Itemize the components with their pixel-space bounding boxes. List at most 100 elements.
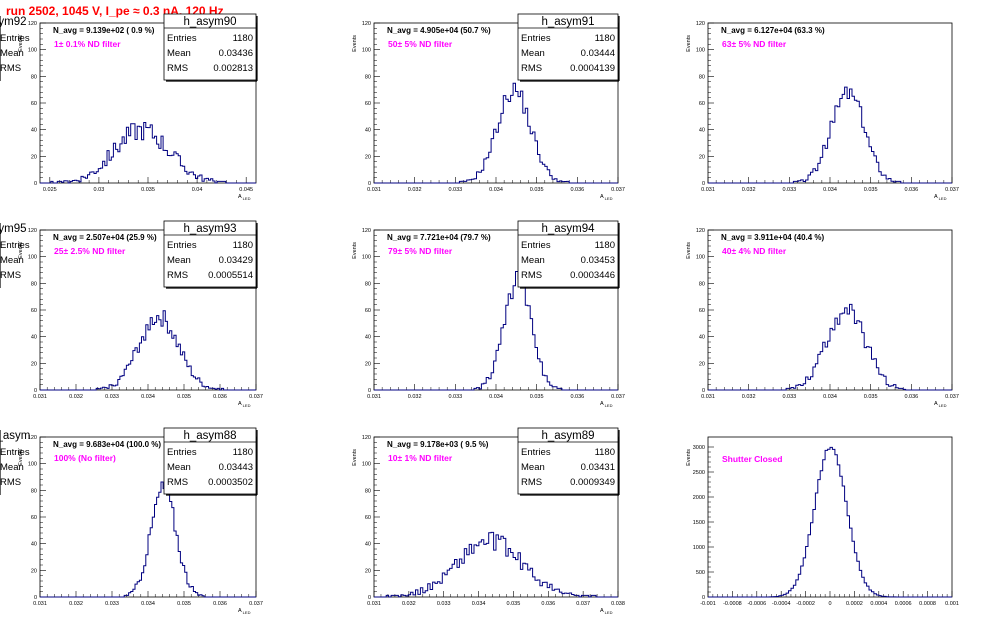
y-tick-label: 60	[365, 308, 371, 314]
stats-value: 1180	[595, 447, 615, 458]
histogram-panel-h_asym91: 0 20 40 60 80 100 120 0.031 0.032 0.033 0.034 0.035…	[352, 13, 625, 201]
filter-annotation: 1± 0.1% ND filter	[54, 39, 121, 49]
y-tick-label: 20	[365, 361, 371, 367]
y-tick-label: 0	[702, 388, 705, 394]
stats-label: RMS	[0, 63, 21, 74]
y-tick-label: 80	[31, 74, 37, 80]
x-tick-label: 0.033	[105, 394, 119, 400]
y-tick-label: 60	[699, 308, 705, 314]
y-tick-label: 40	[31, 335, 37, 341]
stats-label: Mean	[0, 255, 24, 266]
x-tick-label: 0.033	[448, 187, 462, 193]
y-tick-label: 20	[365, 154, 371, 160]
y-tick-label: 0	[702, 181, 705, 187]
y-tick-label: 100	[696, 48, 705, 54]
histogram-panel-h_asym89: 0 20 40 60 80 100 120 0.031 0.032 0.033 0.034 0.035…	[352, 427, 625, 615]
histogram-line	[374, 82, 618, 184]
x-axis-subscript: LED	[605, 196, 613, 201]
y-tick-label: 2500	[693, 470, 705, 476]
histogram-name: h_asym93	[183, 223, 236, 235]
y-axis-title: Events	[352, 35, 358, 52]
x-axis-title: ALED	[934, 194, 947, 201]
filter-annotation: 10± 1% ND filter	[388, 453, 453, 463]
filter-annotation: 50± 5% ND filter	[388, 39, 453, 49]
filter-annotation: 25± 2.5% ND filter	[54, 246, 126, 256]
x-tick-label: 0.032	[408, 187, 422, 193]
stats-value: 0.0005514	[208, 270, 253, 281]
y-tick-label: 20	[31, 568, 37, 574]
x-tick-label: 0.037	[249, 601, 263, 607]
x-tick-label: 0.031	[701, 394, 715, 400]
x-tick-label: 0.032	[742, 394, 756, 400]
navg-annotation: N_avg = 2.507e+04 (25.9 %)	[53, 233, 157, 242]
y-tick-label: 0	[368, 181, 371, 187]
stats-box	[163, 220, 257, 288]
x-tick-label: -0.0006	[747, 601, 766, 607]
navg-annotation: N_avg = 9.139e+02 ( 0.9 %)	[53, 26, 155, 35]
x-tick-label: 0.034	[489, 187, 503, 193]
y-tick-label: 3000	[693, 445, 705, 451]
x-tick-label: 0.032	[69, 394, 83, 400]
stats-label: Entries	[167, 240, 197, 251]
stats-value: 0.03429	[219, 255, 253, 266]
filter-annotation: 100% (No filter)	[54, 453, 116, 463]
y-axis-title: Events	[686, 35, 692, 52]
y-tick-label: 0	[34, 595, 37, 601]
navg-annotation: N_avg = 3.911e+04 (40.4 %)	[721, 233, 825, 242]
y-tick-label: 120	[696, 228, 705, 234]
x-tick-label: 0.036	[213, 601, 227, 607]
x-tick-label: 0.033	[782, 187, 796, 193]
x-axis-subscript: LED	[243, 610, 251, 615]
x-tick-label: 0.035	[864, 187, 878, 193]
stats-value: 1180	[595, 33, 615, 44]
x-tick-label: 0.036	[541, 601, 555, 607]
y-tick-label: 40	[365, 128, 371, 134]
stats-label: Mean	[521, 255, 545, 266]
y-tick-label: 100	[28, 48, 37, 54]
x-tick-label: 0.031	[33, 394, 47, 400]
y-tick-label: 500	[696, 570, 705, 576]
x-tick-label: 0.0008	[919, 601, 936, 607]
x-axis-subscript: LED	[243, 403, 251, 408]
stats-box	[163, 13, 257, 81]
x-axis-subscript: LED	[939, 403, 947, 408]
y-tick-label: 80	[365, 488, 371, 494]
histogram-name: hPed_asym	[0, 430, 30, 442]
x-tick-label: 0.034	[823, 187, 837, 193]
x-tick-label: 0.034	[141, 601, 155, 607]
x-tick-label: 0.034	[823, 394, 837, 400]
stats-label: Mean	[167, 462, 191, 473]
stats-value: 0.0004139	[570, 63, 615, 74]
y-tick-label: 20	[365, 568, 371, 574]
y-tick-label: 100	[362, 255, 371, 261]
y-axis-title: Events	[352, 242, 358, 259]
histogram-panel-h_asym90: 0 20 40 60 80 100 120 0.025 0.03 0.035 0.04 0.045 Ev…	[18, 13, 258, 201]
x-axis-subscript: LED	[243, 196, 251, 201]
stats-label: RMS	[167, 477, 188, 488]
y-tick-label: 60	[365, 101, 371, 107]
stats-label: RMS	[521, 63, 542, 74]
navg-annotation: N_avg = 7.721e+04 (79.7 %)	[387, 233, 491, 242]
stats-value: 0.0003502	[208, 477, 253, 488]
x-tick-label: 0.035	[864, 394, 878, 400]
histogram-name: h_asym89	[541, 430, 594, 442]
y-tick-label: 20	[31, 154, 37, 160]
x-tick-label: 0.031	[701, 187, 715, 193]
y-axis-title: Events	[352, 449, 358, 466]
y-axis-title: Events	[686, 242, 692, 259]
y-axis-title: Events	[686, 449, 692, 466]
y-tick-label: 60	[31, 101, 37, 107]
x-tick-label: 0.0004	[870, 601, 887, 607]
stats-label: Mean	[0, 48, 24, 59]
y-axis-title: Events	[18, 449, 24, 466]
y-tick-label: 40	[365, 542, 371, 548]
x-tick-label: 0.035	[507, 601, 521, 607]
y-tick-label: 120	[696, 21, 705, 27]
navg-annotation: N_avg = 6.127e+04 (63.3 %)	[721, 26, 825, 35]
y-tick-label: 100	[28, 255, 37, 261]
y-tick-label: 20	[699, 154, 705, 160]
stats-value: 1180	[595, 240, 615, 251]
stats-value: 0.002813	[213, 63, 253, 74]
x-axis-title: ALED	[600, 401, 613, 408]
y-tick-label: 20	[31, 361, 37, 367]
